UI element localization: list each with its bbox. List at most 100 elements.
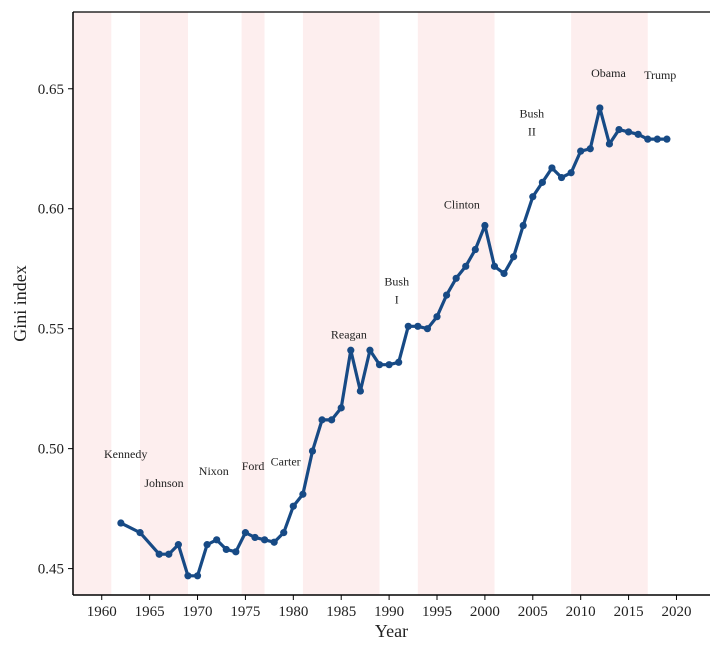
x-tick-label-1985: 1985 (326, 604, 356, 620)
data-point-1997 (452, 274, 460, 282)
president-label-line: II (528, 125, 536, 139)
x-tick-label-1970: 1970 (183, 604, 213, 620)
data-point-1967 (165, 550, 173, 558)
data-point-2011 (586, 145, 594, 153)
data-point-1962 (117, 519, 125, 527)
x-tick-label-1990: 1990 (374, 604, 404, 620)
president-label-1: Johnson (144, 476, 183, 490)
president-label-6: Bush I (384, 275, 409, 307)
president-label-line: Ford (242, 459, 265, 473)
shaded-period-0 (73, 12, 112, 595)
x-tick-label-1995: 1995 (422, 604, 452, 620)
president-label-line: Kennedy (104, 447, 147, 461)
data-point-1973 (222, 545, 230, 554)
data-point-1993 (414, 322, 422, 330)
president-label-line: I (395, 293, 399, 307)
data-point-1994 (423, 325, 432, 333)
data-point-1976 (251, 533, 259, 542)
data-point-2003 (510, 253, 518, 261)
data-point-2006 (538, 178, 546, 186)
data-point-2007 (548, 164, 556, 172)
data-point-1983 (318, 416, 326, 424)
data-point-2016 (634, 130, 642, 138)
y-tick-label-0: 0.45 (38, 562, 64, 578)
data-point-1992 (404, 322, 412, 330)
data-point-1969 (184, 572, 192, 580)
data-point-2013 (605, 140, 614, 148)
x-tick-label-1975: 1975 (230, 604, 260, 620)
x-tick-label-1965: 1965 (135, 604, 165, 620)
president-label-line: Reagan (331, 327, 367, 341)
president-label-3: Ford (242, 459, 265, 473)
president-label-10: Trump (644, 68, 676, 82)
data-point-2002 (500, 269, 508, 278)
data-point-1982 (308, 447, 317, 455)
data-point-1986 (347, 346, 355, 354)
data-point-1996 (442, 291, 451, 299)
data-point-1970 (193, 572, 202, 580)
data-point-2001 (490, 262, 499, 270)
shaded-period-5 (571, 12, 648, 595)
shaded-period-1 (140, 12, 188, 595)
data-point-1968 (174, 541, 182, 549)
data-point-2017 (644, 135, 652, 143)
president-label-line: Bush (519, 107, 544, 121)
data-point-1998 (462, 262, 470, 270)
president-label-line: Clinton (444, 198, 480, 212)
data-point-1964 (136, 529, 144, 537)
president-label-line: Obama (591, 66, 626, 80)
president-label-line: Carter (271, 454, 301, 468)
data-point-1977 (260, 536, 269, 544)
president-label-7: Clinton (444, 198, 480, 212)
president-label-line: Johnson (144, 476, 183, 490)
y-tick-label-4: 0.65 (38, 82, 64, 98)
data-point-1979 (280, 529, 288, 537)
president-label-9: Obama (591, 66, 626, 80)
y-tick-label-2: 0.55 (38, 322, 64, 338)
data-point-1978 (270, 538, 278, 546)
x-tick-label-2000: 2000 (470, 604, 500, 620)
data-point-2012 (596, 104, 604, 112)
data-point-2015 (624, 128, 633, 136)
x-tick-label-2005: 2005 (518, 604, 548, 620)
data-point-1990 (385, 361, 393, 369)
president-label-line: Nixon (199, 464, 229, 478)
data-point-2008 (557, 173, 566, 182)
data-point-1985 (337, 404, 345, 412)
data-point-2014 (615, 125, 623, 134)
data-point-1991 (395, 358, 403, 366)
data-point-1995 (433, 313, 441, 321)
data-point-2009 (567, 169, 575, 177)
x-tick-label-2010: 2010 (566, 604, 596, 620)
data-point-2018 (653, 135, 661, 143)
y-tick-label-3: 0.60 (38, 202, 64, 218)
data-point-2019 (663, 135, 671, 143)
data-point-2004 (519, 221, 527, 230)
data-point-1980 (289, 502, 297, 510)
president-label-0: Kennedy (104, 447, 147, 461)
x-axis-title: Year (375, 621, 408, 641)
axes: 1960 1965 1970 1975 1980 1985 1990 1995 2000 2005… (38, 11, 710, 620)
x-tick-label-2020: 2020 (661, 604, 691, 620)
presidency-shading (73, 12, 648, 595)
shaded-period-4 (417, 12, 495, 595)
data-point-2000 (481, 221, 489, 230)
data-point-1987 (356, 387, 364, 395)
y-tick-label-1: 0.50 (38, 442, 64, 458)
shaded-period-2 (241, 12, 265, 595)
series-group (117, 104, 671, 580)
president-label-8: Bush II (519, 107, 544, 139)
data-point-1974 (232, 548, 240, 556)
data-point-2005 (529, 193, 537, 201)
president-labels: Kennedy Johnson Nixon Ford Carter Reagan Bush I… (104, 66, 676, 490)
y-axis-title: Gini index (10, 265, 30, 342)
x-tick-label-2015: 2015 (614, 604, 644, 620)
president-label-5: Reagan (331, 327, 367, 341)
president-label-2: Nixon (199, 464, 229, 478)
data-point-1975 (241, 529, 250, 537)
data-point-1999 (471, 245, 479, 254)
president-label-line: Trump (644, 68, 676, 82)
data-point-1989 (375, 361, 384, 369)
data-point-1988 (366, 346, 374, 354)
